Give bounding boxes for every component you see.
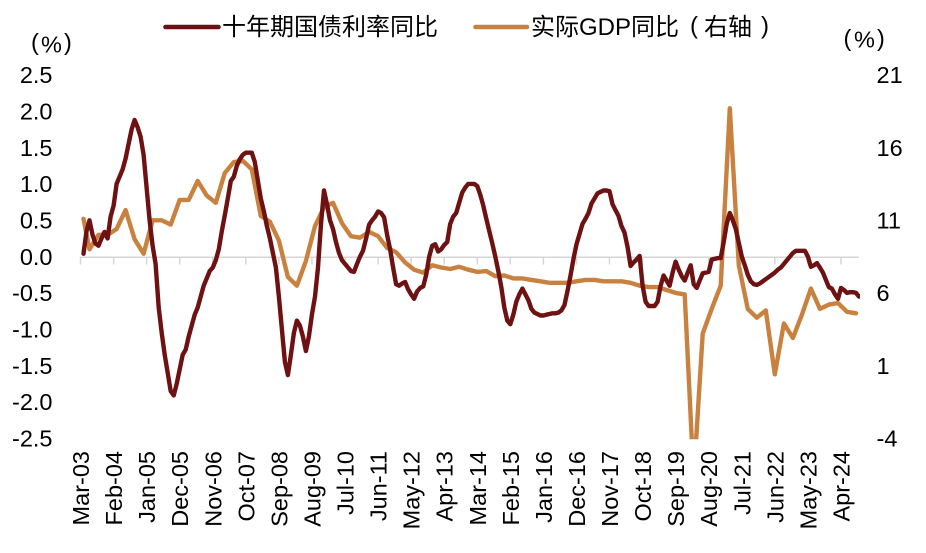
svg-text:%: % bbox=[854, 27, 875, 53]
svg-text:Dec-16: Dec-16 bbox=[564, 451, 590, 527]
svg-text:-2.0: -2.0 bbox=[12, 389, 53, 415]
svg-text:11: 11 bbox=[877, 208, 901, 234]
svg-text:Oct-18: Oct-18 bbox=[630, 451, 656, 522]
svg-text:Feb-04: Feb-04 bbox=[101, 451, 127, 525]
svg-text:Aug-09: Aug-09 bbox=[299, 451, 325, 527]
svg-text:-0.5: -0.5 bbox=[12, 280, 53, 306]
svg-text:Nov-17: Nov-17 bbox=[597, 451, 623, 527]
svg-text:Jul-21: Jul-21 bbox=[729, 451, 755, 515]
svg-text:Jan-16: Jan-16 bbox=[531, 451, 557, 523]
svg-text:Apr-13: Apr-13 bbox=[432, 451, 458, 522]
svg-text:16: 16 bbox=[877, 135, 903, 161]
svg-text:Mar-14: Mar-14 bbox=[465, 451, 491, 525]
svg-text:Dec-05: Dec-05 bbox=[167, 451, 193, 527]
svg-text:0.0: 0.0 bbox=[20, 244, 53, 270]
svg-text:1.0: 1.0 bbox=[20, 171, 53, 197]
svg-text:Jul-10: Jul-10 bbox=[333, 451, 359, 515]
svg-text:0.5: 0.5 bbox=[20, 208, 53, 234]
svg-text:十年期国债利率同比: 十年期国债利率同比 bbox=[222, 14, 438, 41]
svg-text:21: 21 bbox=[877, 62, 903, 88]
svg-text:Oct-07: Oct-07 bbox=[233, 451, 259, 522]
svg-text:Nov-06: Nov-06 bbox=[200, 451, 226, 527]
svg-text:May-23: May-23 bbox=[795, 451, 821, 529]
svg-text:1.5: 1.5 bbox=[20, 135, 53, 161]
svg-text:May-12: May-12 bbox=[399, 451, 425, 529]
svg-text:-1.0: -1.0 bbox=[12, 317, 53, 343]
svg-text:Apr-24: Apr-24 bbox=[829, 451, 855, 522]
svg-text:右轴: 右轴 bbox=[704, 14, 752, 41]
svg-text:6: 6 bbox=[877, 280, 890, 306]
svg-text:Aug-20: Aug-20 bbox=[696, 451, 722, 527]
svg-text:%: % bbox=[41, 31, 62, 57]
svg-text:(: ( bbox=[844, 25, 852, 51]
svg-text:-1.5: -1.5 bbox=[12, 353, 53, 379]
svg-text:(: ( bbox=[690, 13, 698, 40]
svg-text:): ) bbox=[64, 29, 72, 55]
svg-text:): ) bbox=[761, 13, 769, 40]
svg-text:2.0: 2.0 bbox=[20, 98, 53, 124]
svg-text:实际GDP同比: 实际GDP同比 bbox=[531, 14, 679, 41]
svg-text:Jun-22: Jun-22 bbox=[762, 451, 788, 523]
svg-text:Sep-19: Sep-19 bbox=[663, 451, 689, 527]
svg-text:Jun-11: Jun-11 bbox=[366, 451, 392, 521]
svg-text:-2.5: -2.5 bbox=[12, 426, 53, 452]
svg-text:): ) bbox=[877, 25, 885, 51]
svg-text:1: 1 bbox=[877, 353, 890, 379]
svg-text:-4: -4 bbox=[877, 426, 898, 452]
svg-text:Jan-05: Jan-05 bbox=[134, 451, 160, 523]
svg-text:Sep-08: Sep-08 bbox=[266, 451, 292, 527]
svg-text:Mar-03: Mar-03 bbox=[68, 451, 94, 525]
svg-text:2.5: 2.5 bbox=[20, 62, 53, 88]
svg-text:Feb-15: Feb-15 bbox=[498, 451, 524, 525]
svg-text:(: ( bbox=[31, 29, 39, 55]
